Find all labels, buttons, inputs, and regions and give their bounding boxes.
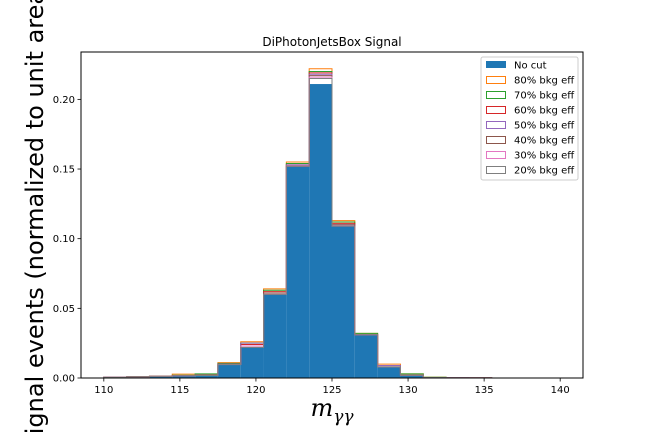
legend-entry-1: 80% bkg eff	[486, 76, 575, 87]
legend-entry-7: 20% bkg eff	[486, 166, 575, 177]
bar-0-13	[400, 375, 424, 378]
y-tick-label-1: 0.05	[53, 304, 75, 315]
y-axis-ticks: 0.00 0.05 0.10 0.15 0.20	[53, 95, 81, 385]
chart-title: DiPhotonJetsBox Signal	[262, 35, 401, 49]
legend-entry-4: 50% bkg eff	[486, 121, 575, 132]
legend-swatch-5	[486, 136, 506, 144]
x-tick-label-4: 130	[399, 385, 418, 396]
legend-label-5: 40% bkg eff	[514, 136, 575, 147]
legend-label-7: 20% bkg eff	[514, 166, 575, 177]
legend-swatch-6	[486, 151, 506, 159]
x-tick-label-2: 120	[246, 385, 265, 396]
legend-label-6: 30% bkg eff	[514, 151, 575, 162]
legend: No cut 80% bkg eff 70% bkg eff 60% bkg eff 5…	[480, 56, 579, 181]
legend-swatch-7	[486, 166, 506, 174]
legend-swatch-1	[486, 76, 506, 84]
legend-label-1: 80% bkg eff	[514, 76, 575, 87]
x-tick-label-3: 125	[322, 385, 341, 396]
y-tick-label-4: 0.20	[53, 95, 75, 106]
legend-entry-0: No cut	[486, 61, 547, 72]
y-tick-label-3: 0.15	[53, 165, 75, 176]
bar-0-10	[332, 226, 355, 378]
legend-label-0: No cut	[514, 61, 547, 72]
bar-0-6	[240, 347, 264, 378]
legend-entry-5: 40% bkg eff	[486, 136, 575, 147]
y-tick-label-0: 0.00	[53, 374, 75, 385]
legend-box	[480, 56, 579, 181]
legend-swatch-2	[486, 91, 506, 99]
y-tick-label-2: 0.10	[53, 234, 75, 245]
bar-0-9	[309, 84, 332, 378]
legend-label-4: 50% bkg eff	[514, 121, 575, 132]
legend-entry-3: 60% bkg eff	[486, 106, 575, 117]
x-axis-label-main: m	[310, 394, 333, 422]
legend-swatch-4	[486, 121, 506, 129]
legend-swatch-0	[486, 61, 506, 68]
bar-0-4	[195, 375, 218, 378]
bar-0-5	[217, 364, 241, 378]
bar-0-1	[126, 376, 150, 378]
legend-entry-6: 30% bkg eff	[486, 151, 575, 162]
x-tick-label-1: 115	[170, 385, 189, 396]
bar-0-11	[354, 334, 378, 378]
bar-0-12	[377, 366, 401, 378]
legend-swatch-3	[486, 106, 506, 114]
x-axis-label-subscript: γγ	[333, 407, 354, 427]
bar-0-8	[286, 166, 310, 378]
legend-items: No cut 80% bkg eff 70% bkg eff 60% bkg eff 5…	[486, 61, 575, 177]
legend-label-2: 70% bkg eff	[514, 91, 575, 102]
legend-entry-2: 70% bkg eff	[486, 91, 575, 102]
x-tick-label-6: 140	[551, 385, 570, 396]
x-axis-label: mγγ	[310, 394, 354, 427]
histogram-bars	[103, 84, 492, 378]
bar-0-2	[149, 376, 173, 378]
bar-0-3	[172, 375, 196, 378]
bar-0-7	[263, 294, 287, 378]
legend-label-3: 60% bkg eff	[514, 106, 575, 117]
x-tick-label-5: 135	[475, 385, 494, 396]
x-axis-ticks: 110 115 120 125 130 135 140	[94, 378, 570, 396]
y-axis-label: Signal events (normalized to unit area)	[21, 0, 49, 432]
x-tick-label-0: 110	[94, 385, 113, 396]
